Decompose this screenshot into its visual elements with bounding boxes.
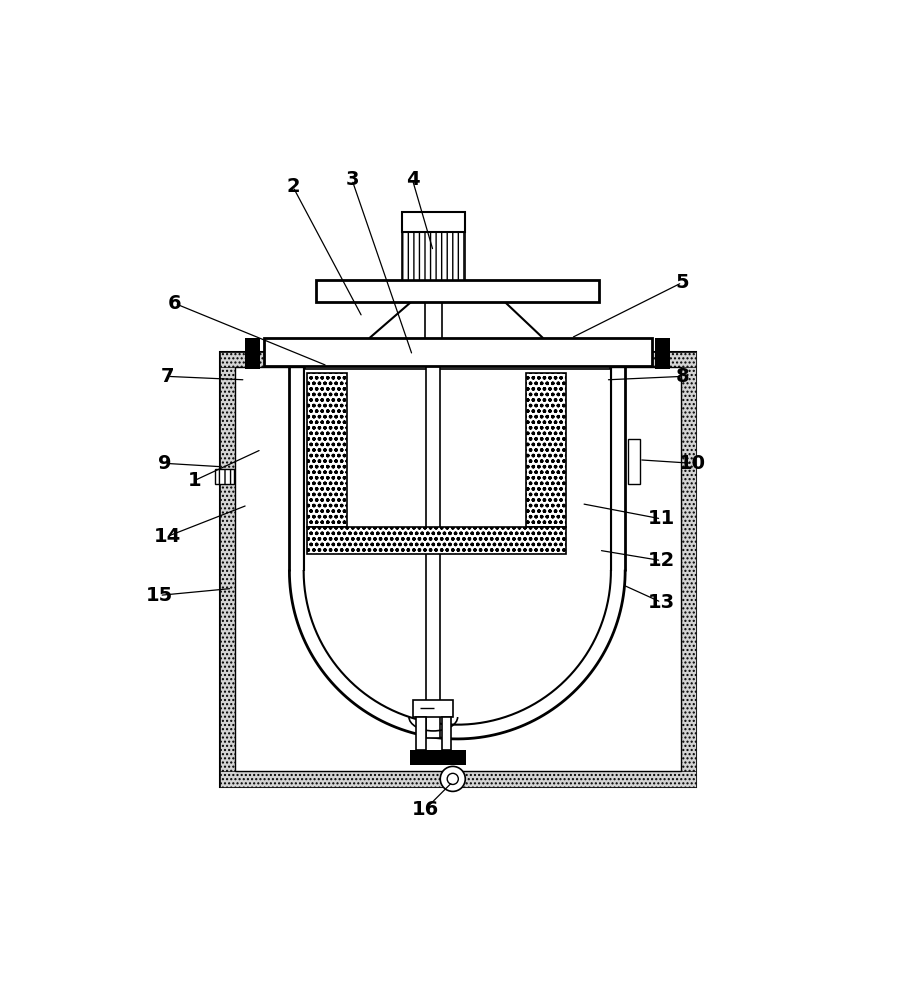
Text: 5: 5	[675, 273, 689, 292]
Text: 4: 4	[405, 170, 419, 189]
Circle shape	[448, 773, 458, 784]
Text: 16: 16	[412, 800, 439, 819]
Text: 8: 8	[675, 367, 689, 386]
Bar	[410, 750, 438, 765]
Bar	[305, 362, 610, 369]
Text: 15: 15	[146, 586, 173, 605]
Bar	[316, 280, 599, 302]
Text: 6: 6	[168, 294, 181, 313]
Bar	[426, 366, 440, 738]
Text: 13: 13	[648, 593, 675, 612]
Bar	[402, 232, 465, 280]
Text: 3: 3	[345, 170, 359, 189]
Text: 9: 9	[158, 454, 171, 473]
Text: 10: 10	[679, 454, 706, 473]
Bar	[441, 717, 451, 750]
Bar	[425, 280, 441, 366]
Bar	[416, 717, 426, 750]
Bar	[681, 352, 696, 787]
Text: 2: 2	[286, 177, 300, 196]
Bar	[220, 352, 696, 367]
Circle shape	[440, 766, 466, 791]
Bar	[414, 700, 454, 717]
Bar	[307, 373, 347, 527]
Bar	[220, 771, 696, 787]
Text: 1: 1	[187, 471, 201, 490]
Bar	[220, 352, 696, 787]
Bar	[305, 366, 611, 571]
Bar	[264, 338, 651, 366]
Text: 12: 12	[648, 551, 675, 570]
Bar	[628, 439, 640, 484]
Bar	[215, 469, 234, 484]
Text: 11: 11	[648, 509, 675, 528]
Bar	[655, 338, 670, 369]
Bar	[220, 352, 235, 787]
Text: 7: 7	[161, 367, 175, 386]
Bar	[438, 750, 466, 765]
Polygon shape	[304, 366, 611, 725]
Bar	[235, 367, 681, 771]
Bar	[402, 212, 465, 232]
Text: 14: 14	[154, 527, 181, 546]
Bar	[526, 373, 566, 527]
Bar	[245, 338, 260, 369]
Bar	[307, 527, 566, 554]
